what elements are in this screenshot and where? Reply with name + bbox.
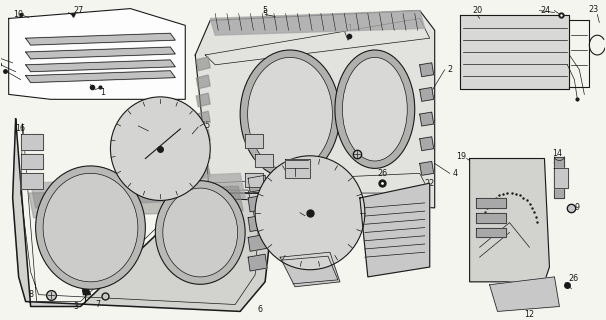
Text: 20: 20 (473, 6, 482, 15)
Text: 24: 24 (541, 6, 550, 15)
Polygon shape (196, 75, 210, 89)
Ellipse shape (163, 188, 238, 277)
Ellipse shape (335, 50, 415, 168)
Polygon shape (245, 173, 263, 187)
Polygon shape (248, 195, 267, 212)
Polygon shape (248, 175, 267, 192)
Text: 1: 1 (100, 88, 105, 97)
Polygon shape (285, 158, 310, 178)
Polygon shape (196, 147, 210, 161)
Ellipse shape (248, 57, 333, 171)
Polygon shape (248, 254, 267, 271)
Polygon shape (82, 290, 90, 295)
Ellipse shape (255, 156, 365, 270)
Polygon shape (248, 235, 267, 251)
Polygon shape (25, 33, 175, 45)
Polygon shape (21, 154, 42, 169)
Polygon shape (554, 168, 568, 188)
Polygon shape (13, 119, 270, 311)
Text: 22: 22 (425, 179, 435, 188)
Text: 16: 16 (16, 124, 25, 133)
Text: 9: 9 (352, 139, 358, 148)
Ellipse shape (36, 166, 145, 289)
Text: 27: 27 (73, 6, 84, 15)
Polygon shape (255, 154, 273, 167)
Ellipse shape (110, 97, 210, 200)
Text: 2: 2 (447, 65, 452, 74)
Text: 17: 17 (265, 149, 275, 158)
Text: 18: 18 (290, 208, 300, 217)
Polygon shape (459, 15, 570, 90)
Polygon shape (360, 183, 430, 277)
Ellipse shape (43, 173, 138, 282)
Text: 7: 7 (95, 300, 100, 309)
Text: 10: 10 (14, 10, 24, 19)
Polygon shape (420, 137, 434, 151)
Text: 15: 15 (267, 238, 277, 247)
Ellipse shape (155, 181, 245, 284)
Text: 5: 5 (262, 10, 268, 19)
Polygon shape (476, 198, 505, 208)
Polygon shape (420, 112, 434, 126)
Polygon shape (196, 57, 210, 71)
Polygon shape (210, 11, 425, 35)
Polygon shape (196, 129, 210, 143)
Polygon shape (196, 165, 210, 179)
Ellipse shape (342, 57, 407, 161)
Polygon shape (280, 252, 340, 287)
Polygon shape (8, 9, 185, 99)
Text: 4: 4 (452, 169, 457, 178)
Polygon shape (470, 158, 550, 282)
Polygon shape (248, 215, 267, 231)
Polygon shape (196, 111, 210, 125)
Polygon shape (25, 71, 175, 83)
Text: 11: 11 (125, 122, 135, 131)
Polygon shape (195, 11, 435, 208)
Text: 8: 8 (28, 290, 33, 299)
Text: 26: 26 (378, 169, 388, 178)
Text: 23: 23 (588, 5, 598, 14)
Polygon shape (25, 47, 175, 59)
Text: 5: 5 (262, 6, 268, 15)
Polygon shape (31, 173, 245, 208)
Text: 9: 9 (575, 203, 580, 212)
Text: 12: 12 (524, 310, 534, 319)
Polygon shape (28, 186, 243, 218)
Polygon shape (476, 228, 505, 237)
Text: 6: 6 (258, 305, 262, 314)
Polygon shape (25, 60, 175, 72)
Text: 25: 25 (200, 122, 210, 131)
Text: 1: 1 (347, 24, 353, 33)
Text: 21: 21 (552, 162, 562, 171)
Text: 25: 25 (290, 159, 300, 168)
Text: 14: 14 (553, 149, 562, 158)
Ellipse shape (240, 50, 340, 178)
Polygon shape (420, 162, 434, 175)
Polygon shape (420, 63, 434, 77)
Polygon shape (245, 134, 263, 148)
Polygon shape (554, 156, 564, 198)
Text: 3: 3 (73, 302, 78, 311)
Polygon shape (490, 277, 559, 311)
Polygon shape (21, 134, 42, 150)
Text: 26: 26 (568, 274, 579, 284)
Text: 19: 19 (456, 152, 467, 161)
Text: 13: 13 (296, 253, 306, 262)
Polygon shape (420, 87, 434, 101)
Text: 21: 21 (271, 149, 281, 158)
Polygon shape (196, 93, 210, 107)
Polygon shape (476, 213, 505, 223)
Polygon shape (21, 173, 42, 189)
